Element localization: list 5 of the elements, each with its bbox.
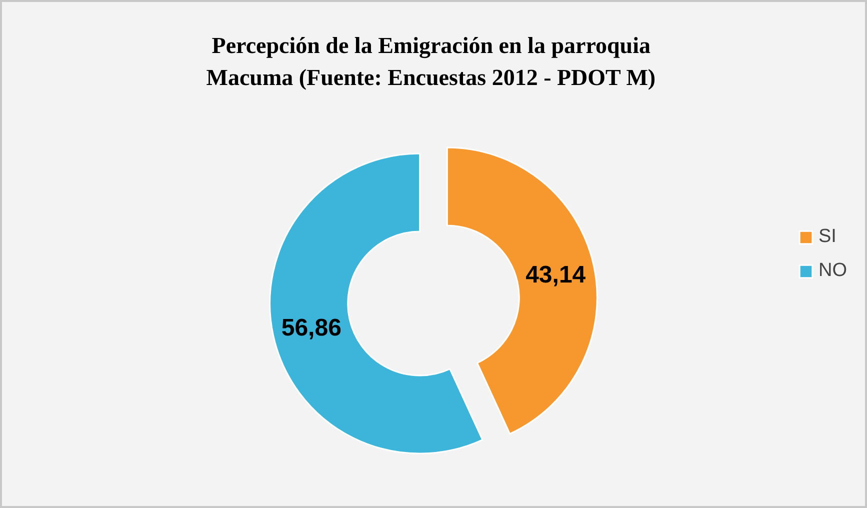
legend-label: SI — [818, 226, 838, 248]
chart-title: Percepción de la Emigración en la parroquia Macuma (Fuente: Encuestas 2012 - PDOT M) — [206, 33, 656, 90]
legend-label: NO — [818, 260, 847, 282]
data-label: 43,14 — [526, 261, 586, 288]
data-label: 56,86 — [281, 314, 342, 342]
